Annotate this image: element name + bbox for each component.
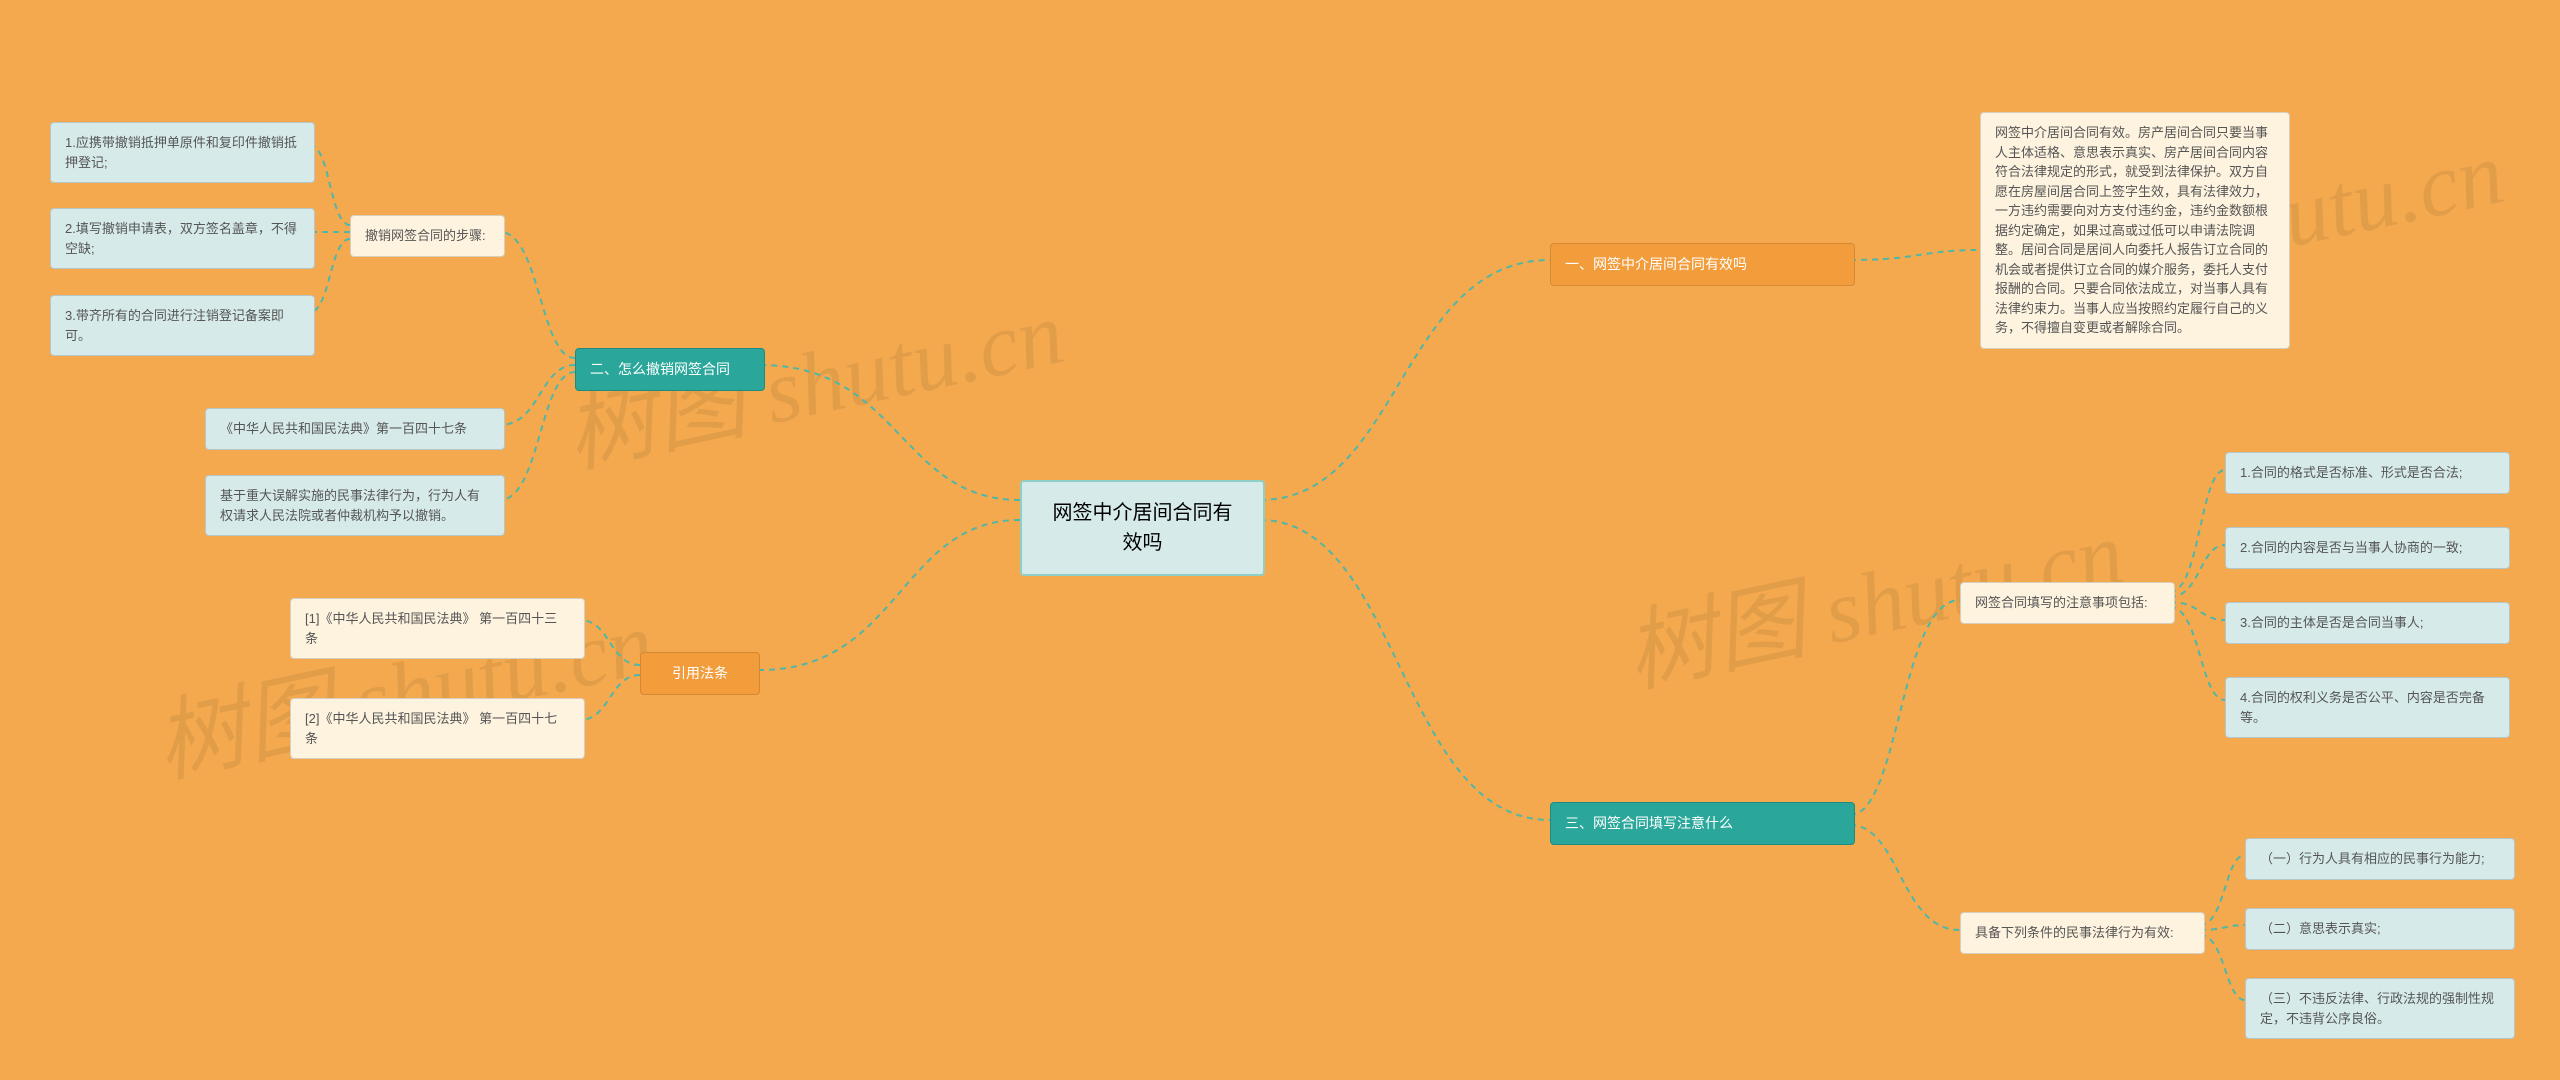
b3-g1-item-3: 3.合同的主体是否是合同当事人; <box>2225 602 2510 644</box>
b3-g2-item-2: （二）意思表示真实; <box>2245 908 2515 950</box>
b2-law-2: 基于重大误解实施的民事法律行为，行为人有权请求人民法院或者仲裁机构予以撤销。 <box>205 475 505 536</box>
branch-3-group-1: 网签合同填写的注意事项包括: <box>1960 582 2175 624</box>
b3-g2-item-3: （三）不违反法律、行政法规的强制性规定，不违背公序良俗。 <box>2245 978 2515 1039</box>
b2-step-2: 2.填写撤销申请表，双方签名盖章，不得空缺; <box>50 208 315 269</box>
b3-g1-item-1: 1.合同的格式是否标准、形式是否合法; <box>2225 452 2510 494</box>
branch-2-steps: 撤销网签合同的步骤: <box>350 215 505 257</box>
branch-ref: 引用法条 <box>640 652 760 695</box>
branch-3: 三、网签合同填写注意什么 <box>1550 802 1855 845</box>
b3-g1-item-4: 4.合同的权利义务是否公平、内容是否完备等。 <box>2225 677 2510 738</box>
center-node: 网签中介居间合同有效吗 <box>1020 480 1265 576</box>
branch-2: 二、怎么撤销网签合同 <box>575 348 765 391</box>
b2-step-3: 3.带齐所有的合同进行注销登记备案即可。 <box>50 295 315 356</box>
b2-law-1: 《中华人民共和国民法典》第一百四十七条 <box>205 408 505 450</box>
ref-item-1: [1]《中华人民共和国民法典》 第一百四十三条 <box>290 598 585 659</box>
b3-g2-item-1: （一）行为人具有相应的民事行为能力; <box>2245 838 2515 880</box>
branch-1-detail: 网签中介居间合同有效。房产居间合同只要当事人主体适格、意思表示真实、房产居间合同… <box>1980 112 2290 349</box>
branch-3-group-2: 具备下列条件的民事法律行为有效: <box>1960 912 2205 954</box>
b2-step-1: 1.应携带撤销抵押单原件和复印件撤销抵押登记; <box>50 122 315 183</box>
ref-item-2: [2]《中华人民共和国民法典》 第一百四十七条 <box>290 698 585 759</box>
b3-g1-item-2: 2.合同的内容是否与当事人协商的一致; <box>2225 527 2510 569</box>
branch-1: 一、网签中介居间合同有效吗 <box>1550 243 1855 286</box>
